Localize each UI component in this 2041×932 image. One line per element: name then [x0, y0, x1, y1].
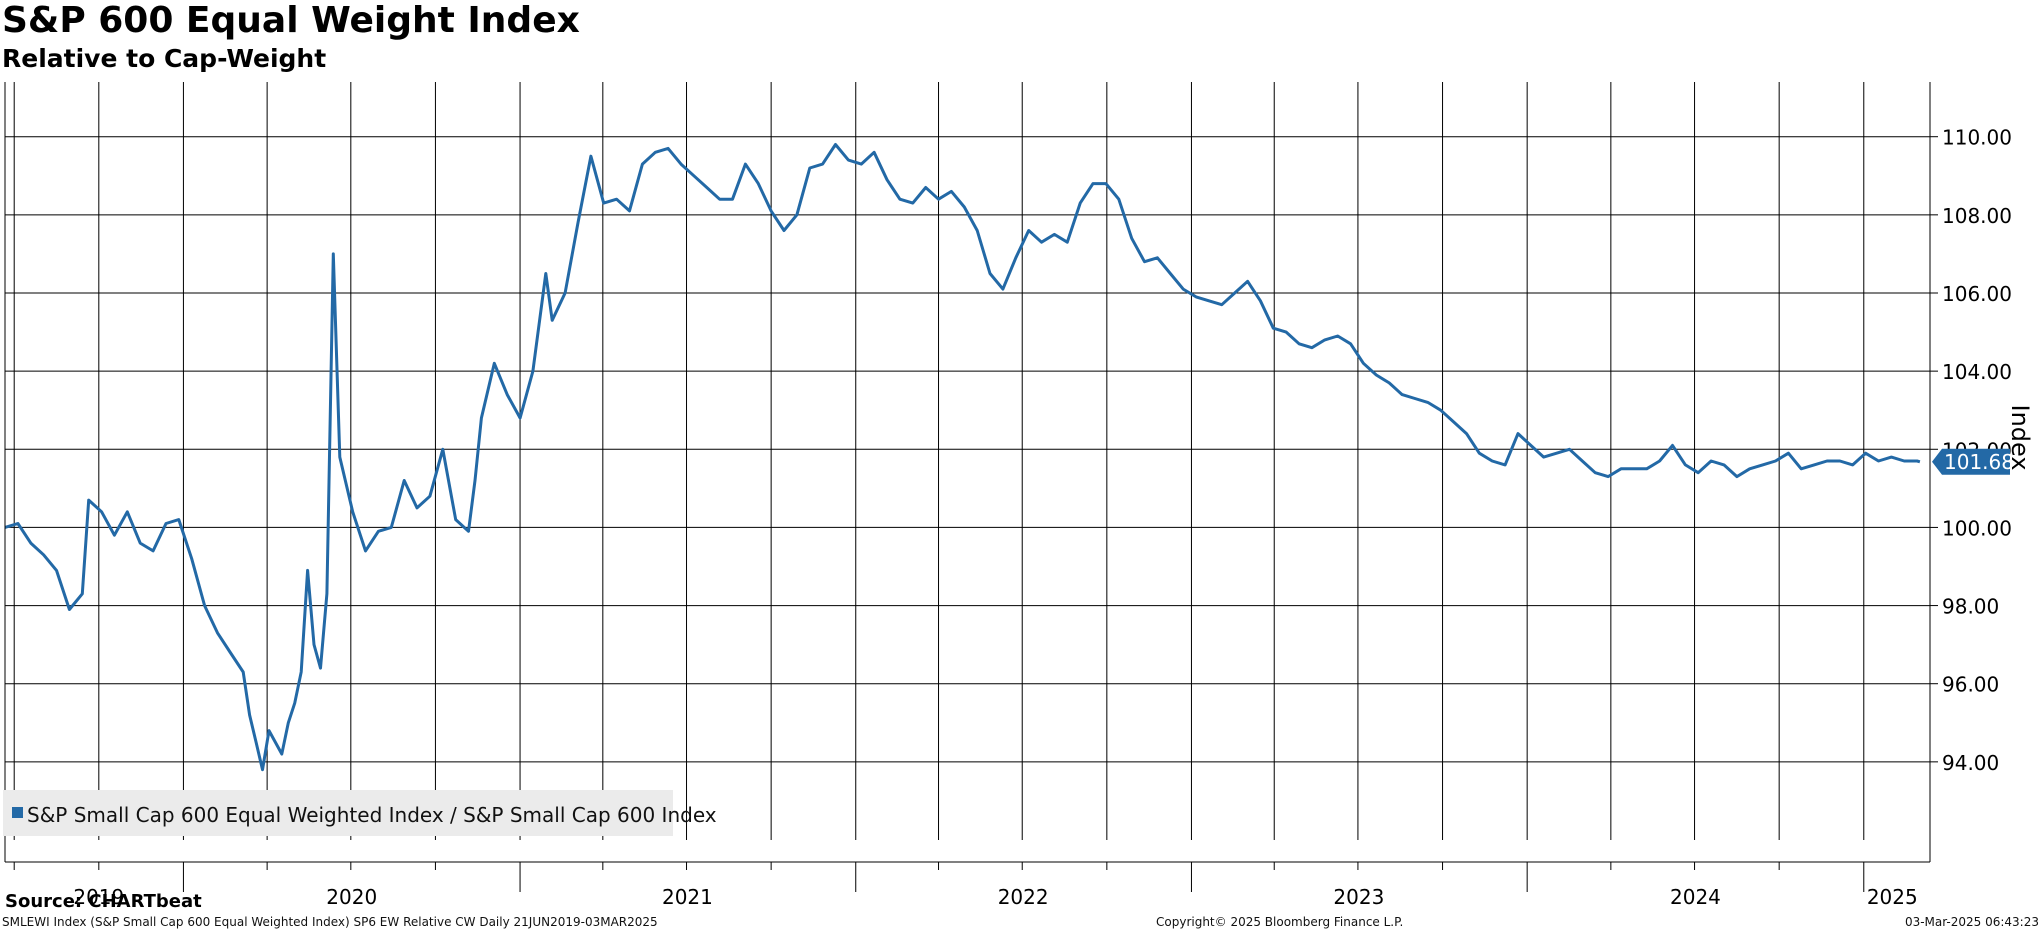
copyright-note: Copyright© 2025 Bloomberg Finance L.P. — [1156, 915, 1404, 929]
source-note: Source: CHARTbeat — [5, 891, 202, 912]
x-year-label: 2025 — [1867, 885, 1918, 909]
axis-layer: 94.0096.0098.00100.00102.00104.00106.001… — [4, 82, 2012, 909]
last-value-badge-shape — [1932, 448, 2010, 475]
x-year-label: 2019 — [73, 885, 124, 909]
last-value-badge: 101.68 — [1932, 448, 2014, 475]
y-tick-label: 110.00 — [1942, 126, 2012, 150]
legend-label: S&P Small Cap 600 Equal Weighted Index /… — [27, 803, 717, 827]
grid-layer — [5, 82, 1930, 840]
y-tick-label: 100.00 — [1942, 516, 2012, 540]
x-year-label: 2024 — [1670, 885, 1721, 909]
y-tick-label: 108.00 — [1942, 204, 2012, 228]
y-tick-label: 104.00 — [1942, 360, 2012, 384]
chart-title: S&P 600 Equal Weight Index — [2, 0, 580, 41]
legend-background — [3, 790, 673, 836]
legend: S&P Small Cap 600 Equal Weighted Index /… — [3, 790, 717, 836]
x-year-label: 2023 — [1333, 885, 1384, 909]
security-line: SMLEWI Index (S&P Small Cap 600 Equal We… — [2, 915, 658, 929]
x-year-label: 2022 — [998, 885, 1049, 909]
y-tick-label: 106.00 — [1942, 282, 2012, 306]
series-line — [4, 143, 1921, 772]
timestamp: 03-Mar-2025 06:43:23 — [1904, 915, 2039, 929]
x-year-label: 2020 — [326, 885, 377, 909]
chart-subtitle: Relative to Cap-Weight — [2, 44, 327, 73]
y-tick-label: 94.00 — [1942, 751, 1999, 775]
y-axis-label: Index — [2006, 405, 2034, 471]
last-value-label: 101.68 — [1944, 450, 2014, 474]
x-year-label: 2021 — [662, 885, 713, 909]
legend-swatch — [12, 807, 23, 818]
y-tick-label: 98.00 — [1942, 595, 1999, 619]
series-layer — [4, 143, 1921, 772]
y-tick-label: 96.00 — [1942, 673, 1999, 697]
